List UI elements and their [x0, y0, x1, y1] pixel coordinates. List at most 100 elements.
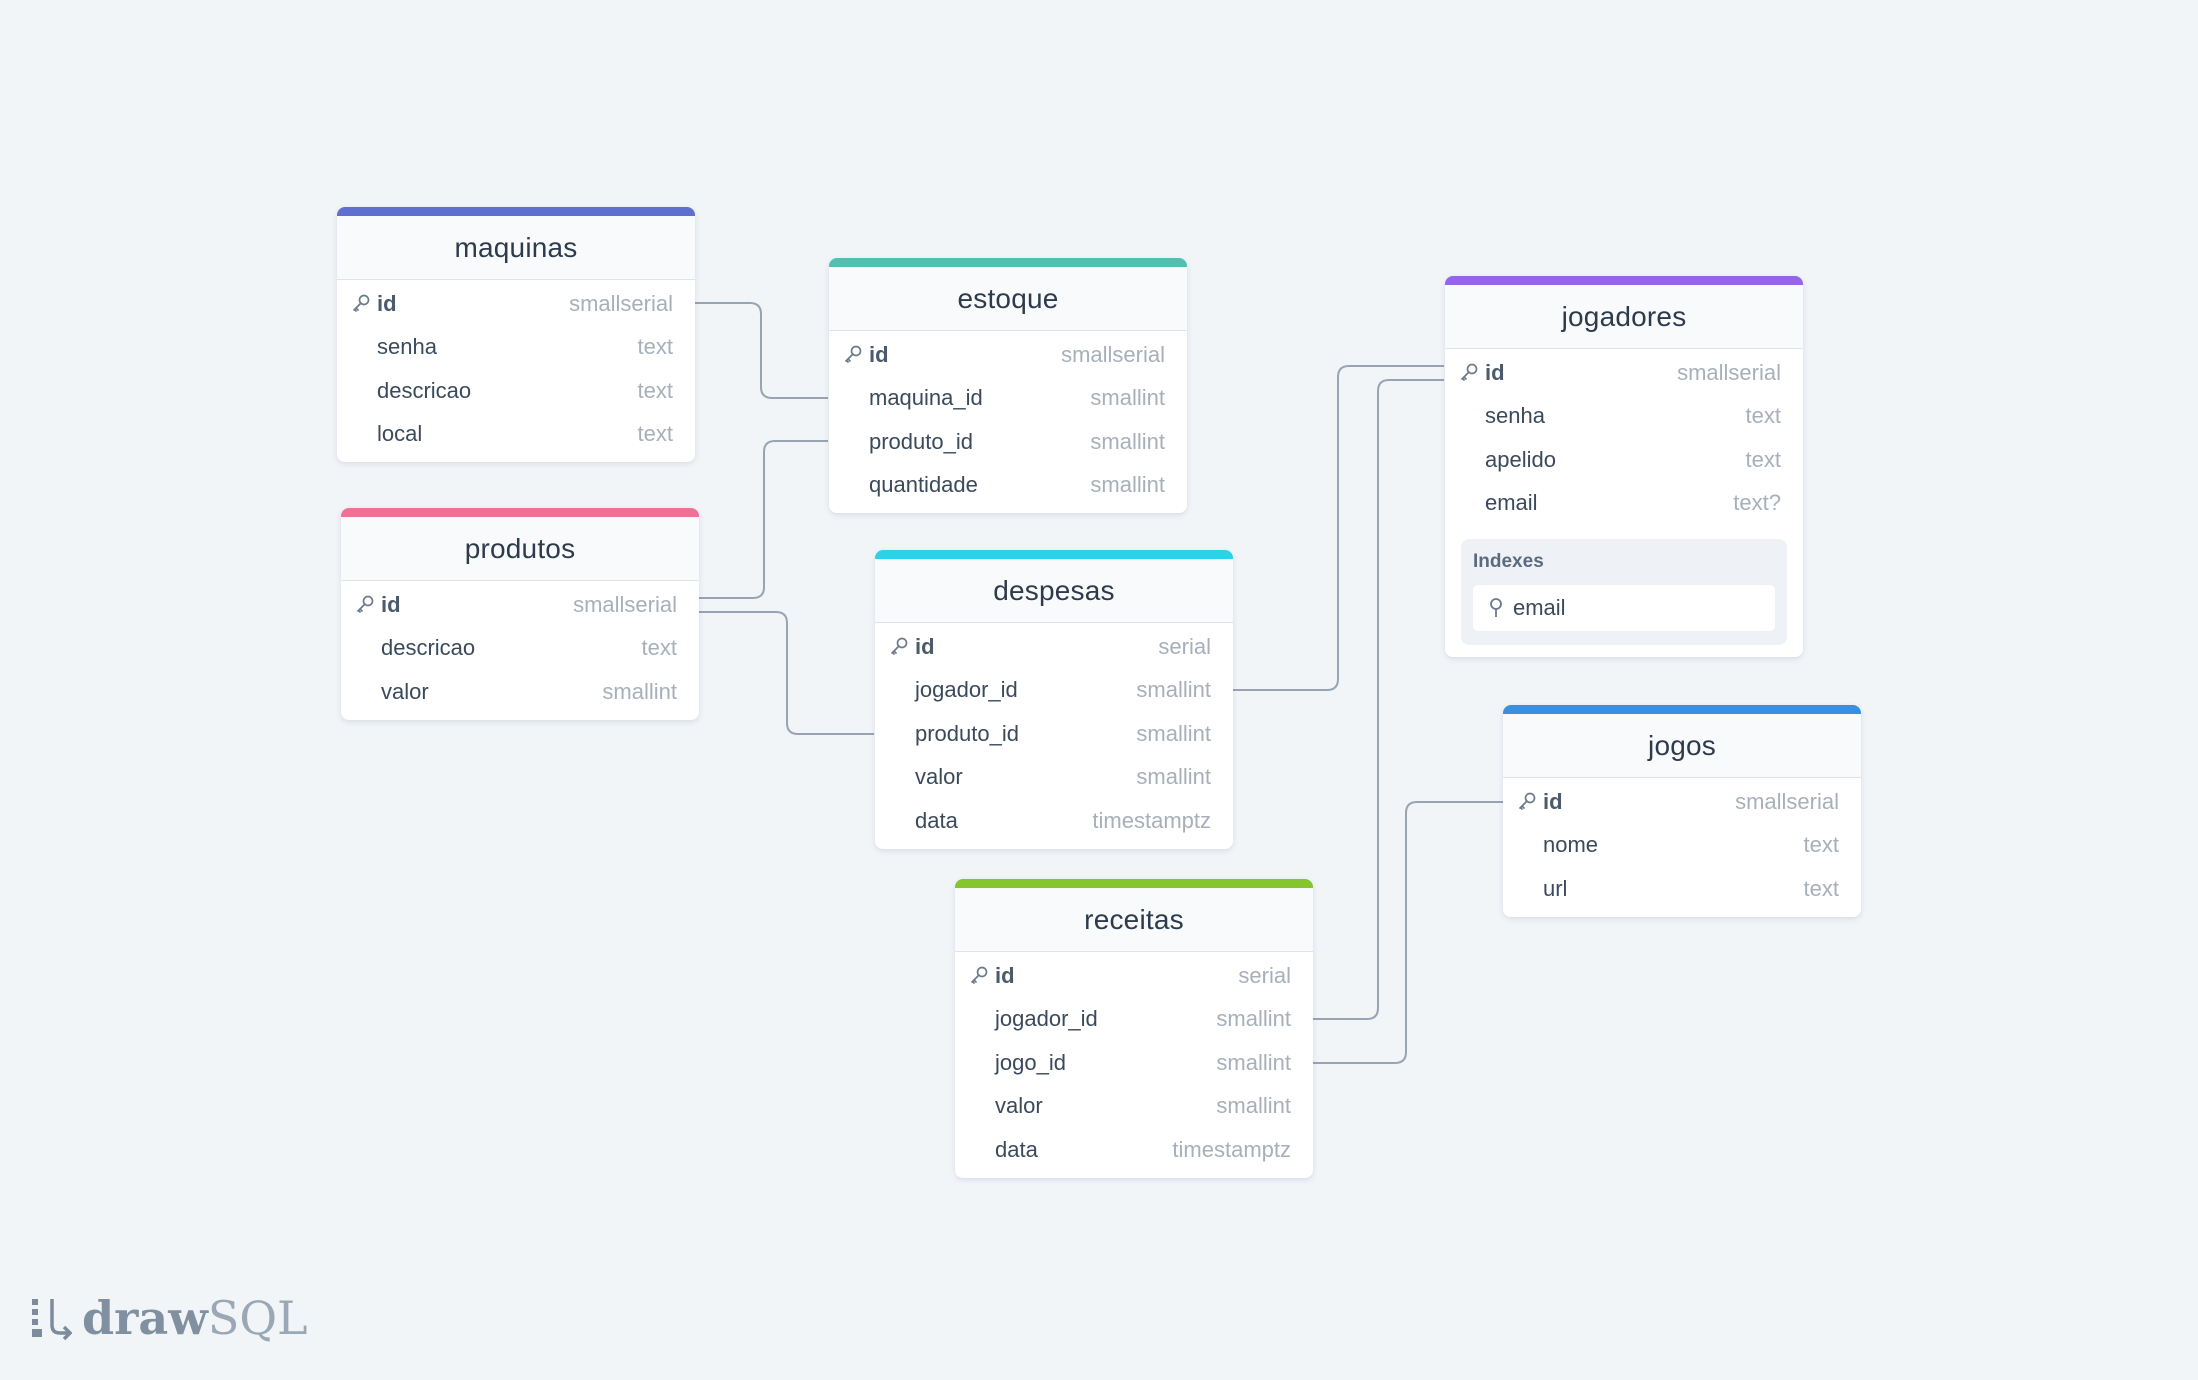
column-name: id — [377, 290, 397, 316]
column-type: smallint — [1136, 677, 1211, 703]
column-name: valor — [915, 764, 963, 790]
column-row-email[interactable]: email text? — [1445, 482, 1803, 526]
table-color-bar — [955, 879, 1313, 888]
table-title: despesas — [875, 559, 1233, 623]
table-title: receitas — [955, 888, 1313, 952]
column-type: smallserial — [1735, 788, 1839, 814]
table-despesas[interactable]: despesas id serial jogador_id smallint produ… — [875, 550, 1233, 849]
primary-key-icon — [351, 293, 373, 315]
column-row-id[interactable]: id smallserial — [341, 583, 699, 627]
column-row-data[interactable]: data timestamptz — [955, 1128, 1313, 1172]
index-row[interactable]: email — [1473, 585, 1775, 631]
table-title: jogos — [1503, 714, 1861, 778]
indexes-panel: Indexes email — [1461, 539, 1787, 645]
column-name: id — [915, 633, 935, 659]
table-jogadores[interactable]: jogadores id smallserial senha text apelido t… — [1445, 276, 1803, 657]
table-color-bar — [1503, 705, 1861, 714]
column-name: data — [915, 807, 958, 833]
column-name: url — [1543, 875, 1568, 901]
index-pin-icon — [1487, 597, 1505, 619]
column-type: smallint — [1136, 720, 1211, 746]
column-row-valor[interactable]: valor smallint — [955, 1085, 1313, 1129]
table-estoque[interactable]: estoque id smallserial maquina_id smallint p… — [829, 258, 1187, 513]
column-row-descricao[interactable]: descricao text — [341, 627, 699, 671]
column-name: email — [1485, 490, 1538, 516]
column-type: text — [1803, 875, 1839, 901]
table-color-bar — [829, 258, 1187, 267]
column-name: local — [377, 421, 423, 447]
column-name: quantidade — [869, 472, 978, 498]
column-type: smallserial — [1061, 341, 1165, 367]
column-row-maquina-id[interactable]: maquina_id smallint — [829, 377, 1187, 421]
column-type: serial — [1238, 962, 1291, 988]
logo-word-draw: draw — [82, 1291, 208, 1345]
column-name: descricao — [381, 635, 476, 661]
column-type: smallint — [1090, 428, 1165, 454]
table-color-bar — [337, 207, 695, 216]
relation-receitas-jogo[interactable] — [1312, 801, 1503, 1064]
column-name: nome — [1543, 832, 1599, 858]
column-type: text — [641, 635, 677, 661]
table-jogos[interactable]: jogos id smallserial nome text url text — [1503, 705, 1861, 917]
column-type: text — [637, 377, 673, 403]
column-row-data[interactable]: data timestamptz — [875, 799, 1233, 843]
column-row-apelido[interactable]: apelido text — [1445, 438, 1803, 482]
column-row-nome[interactable]: nome text — [1503, 824, 1861, 868]
relation-despesas-jogador[interactable] — [1232, 365, 1444, 691]
relation-despesas-produto[interactable] — [699, 611, 874, 735]
column-type: smallint — [1090, 472, 1165, 498]
column-type: smallint — [1090, 385, 1165, 411]
column-type: text — [637, 334, 673, 360]
column-row-valor[interactable]: valor smallint — [341, 670, 699, 714]
column-row-id[interactable]: id serial — [875, 625, 1233, 669]
relation-receitas-jogador[interactable] — [1312, 379, 1444, 1020]
column-row-valor[interactable]: valor smallint — [875, 756, 1233, 800]
table-title: maquinas — [337, 216, 695, 280]
column-row-produto-id[interactable]: produto_id smallint — [829, 420, 1187, 464]
column-name: apelido — [1485, 446, 1556, 472]
column-name: id — [381, 591, 401, 617]
column-row-id[interactable]: id smallserial — [1445, 351, 1803, 395]
column-row-descricao[interactable]: descricao text — [337, 369, 695, 413]
primary-key-icon — [843, 344, 865, 366]
column-name: id — [995, 962, 1015, 988]
table-color-bar — [1445, 276, 1803, 285]
column-type: smallint — [1216, 1093, 1291, 1119]
relation-estoque-produto[interactable] — [699, 440, 828, 599]
primary-key-icon — [355, 594, 377, 616]
column-row-senha[interactable]: senha text — [337, 326, 695, 370]
column-name: jogador_id — [915, 677, 1018, 703]
column-row-quantidade[interactable]: quantidade smallint — [829, 464, 1187, 508]
column-name: data — [995, 1136, 1038, 1162]
column-row-id[interactable]: id smallserial — [1503, 780, 1861, 824]
primary-key-icon — [889, 636, 911, 658]
column-type: smallint — [602, 678, 677, 704]
table-receitas[interactable]: receitas id serial jogador_id smallint jogo_… — [955, 879, 1313, 1178]
column-type: smallserial — [569, 290, 673, 316]
column-name: jogador_id — [995, 1006, 1098, 1032]
drawsql-logo-icon — [32, 1299, 72, 1341]
index-name: email — [1513, 595, 1566, 620]
column-row-id[interactable]: id smallserial — [337, 282, 695, 326]
column-row-jogador-id[interactable]: jogador_id smallint — [875, 669, 1233, 713]
column-name: jogo_id — [995, 1049, 1066, 1075]
column-row-local[interactable]: local text — [337, 413, 695, 457]
column-name: id — [869, 341, 889, 367]
table-maquinas[interactable]: maquinas id smallserial senha text descricao… — [337, 207, 695, 462]
column-row-id[interactable]: id smallserial — [829, 333, 1187, 377]
column-type: smallserial — [573, 591, 677, 617]
column-row-jogo-id[interactable]: jogo_id smallint — [955, 1041, 1313, 1085]
table-produtos[interactable]: produtos id smallserial descricao text valor… — [341, 508, 699, 720]
column-row-url[interactable]: url text — [1503, 867, 1861, 911]
column-row-senha[interactable]: senha text — [1445, 395, 1803, 439]
column-row-produto-id[interactable]: produto_id smallint — [875, 712, 1233, 756]
table-title: jogadores — [1445, 285, 1803, 349]
relation-estoque-maquina[interactable] — [695, 302, 828, 399]
primary-key-icon — [1459, 362, 1481, 384]
column-type: timestamptz — [1092, 807, 1211, 833]
column-row-id[interactable]: id serial — [955, 954, 1313, 998]
column-name: descricao — [377, 377, 472, 403]
primary-key-icon — [1517, 791, 1539, 813]
column-row-jogador-id[interactable]: jogador_id smallint — [955, 998, 1313, 1042]
